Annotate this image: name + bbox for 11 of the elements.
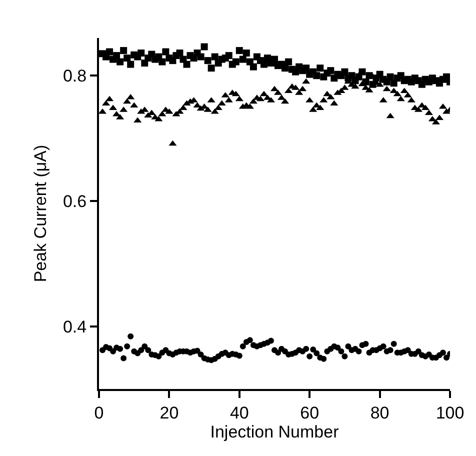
x-tick-label: 20 [160, 403, 179, 422]
x-tick-label: 40 [230, 403, 249, 422]
y-tick-label: 0.8 [62, 66, 87, 86]
x-tick-label: 100 [436, 403, 464, 422]
x-tick-label: 0 [94, 403, 104, 422]
x-axis-title: Injection Number [210, 422, 340, 442]
y-tick-label: 0.6 [62, 192, 87, 211]
x-tick-label: 60 [300, 403, 320, 422]
y-axis-title: Peak Current (μA) [31, 144, 50, 282]
x-tick-label: 80 [370, 403, 390, 422]
y-tick-label: 0.4 [62, 317, 87, 336]
